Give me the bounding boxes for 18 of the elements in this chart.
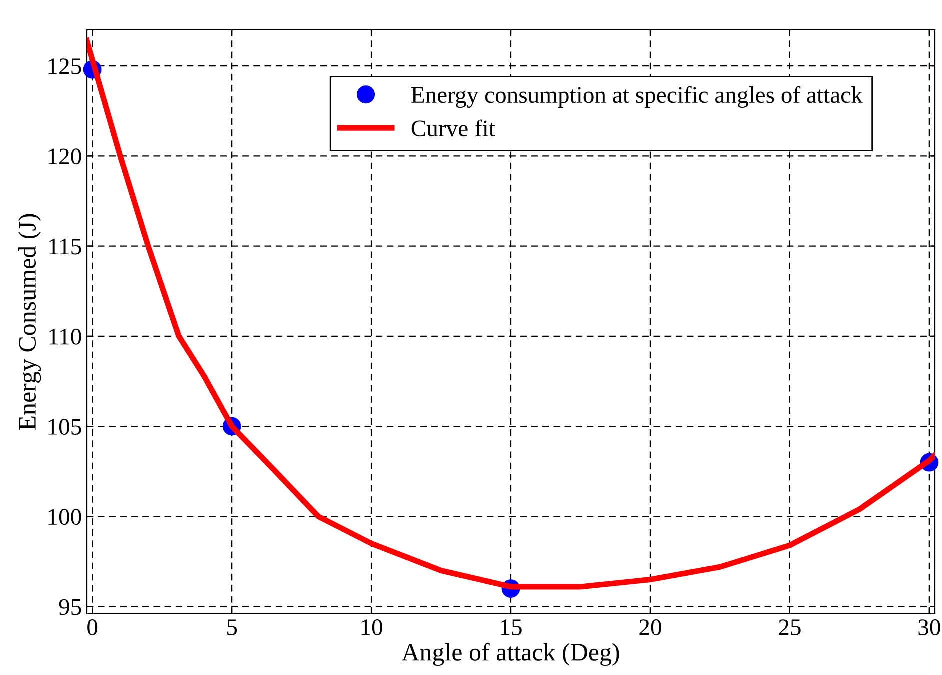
y-tick-label: 100 [48,509,82,526]
y-axis-title: Energy Consumed (J) [18,214,42,430]
x-tick-label: 25 [779,620,801,636]
legend-label: Energy consumption at specific angles of attack [412,86,863,108]
y-tick-label: 110 [50,328,82,345]
x-axis-title: Angle of attack (Deg) [402,643,620,666]
x-tick-label: 0 [88,620,98,636]
y-tick-label: 115 [50,238,82,255]
x-tick-label: 5 [228,620,238,636]
x-tick-label: 30 [918,620,940,636]
y-tick-label: 125 [48,58,82,74]
y-tick-label: 105 [48,419,82,435]
x-tick-label: 15 [501,620,522,636]
x-tick-label: 20 [640,620,662,636]
legend-label: Curve fit [412,120,496,137]
y-tick-label: 120 [48,148,82,165]
x-tick-label: 10 [362,620,382,636]
y-tick-label: 95 [59,599,82,616]
